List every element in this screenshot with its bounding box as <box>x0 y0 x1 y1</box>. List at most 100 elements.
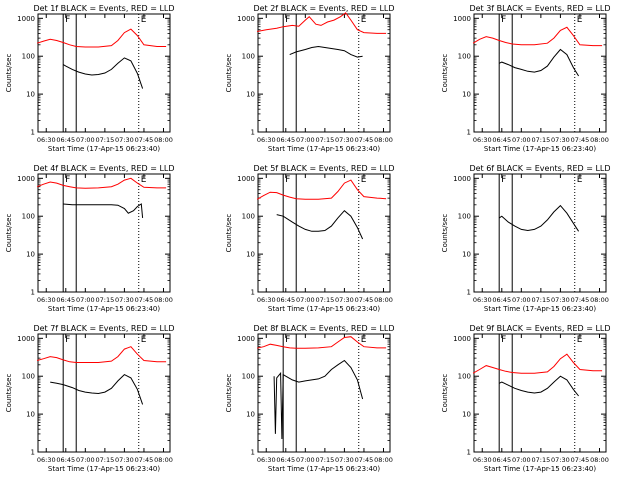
x-tick-label: 07:30 <box>551 296 570 304</box>
x-tick-label: 07:15 <box>316 296 335 304</box>
y-tick-label: 10 <box>462 411 471 419</box>
x-tick-label: 06:30 <box>257 456 276 464</box>
y-axis-label: Counts/sec <box>5 374 13 413</box>
x-tick-label: 07:00 <box>296 456 315 464</box>
x-tick-label: 06:30 <box>473 456 492 464</box>
x-axis-label: Start Time (17-Apr-15 06:23:40) <box>484 145 596 153</box>
y-axis-label: Counts/sec <box>5 214 13 253</box>
lld-series-line <box>36 177 167 189</box>
x-tick-label: 08:00 <box>154 136 173 144</box>
panel-2: Det 2f BLACK = Events, RED = LLD Start Ti… <box>225 4 395 153</box>
lld-series-line <box>472 353 603 374</box>
x-tick-label: 07:15 <box>532 296 551 304</box>
y-tick-label: 1 <box>467 449 471 457</box>
lld-series-line <box>256 336 387 349</box>
y-tick-label: 100 <box>22 213 35 221</box>
y-tick-label: 1000 <box>17 335 35 343</box>
x-tick-label: 06:30 <box>257 136 276 144</box>
y-axis-label: Counts/sec <box>441 214 449 253</box>
y-tick-label: 1000 <box>453 175 471 183</box>
x-tick-label: 07:30 <box>115 456 134 464</box>
x-tick-label: 06:30 <box>37 296 56 304</box>
x-tick-label: 07:15 <box>96 296 115 304</box>
lld-series-line <box>472 26 603 47</box>
panel-9: Det 9f BLACK = Events, RED = LLD Start Ti… <box>441 324 611 473</box>
x-tick-label: 07:00 <box>76 296 95 304</box>
marker-label: F <box>285 175 290 185</box>
x-tick-label: 07:15 <box>96 456 115 464</box>
y-tick-label: 1000 <box>17 175 35 183</box>
x-tick-label: 06:45 <box>492 456 511 464</box>
y-tick-label: 1 <box>467 129 471 137</box>
events-series-line <box>50 373 144 405</box>
y-tick-label: 10 <box>26 251 35 259</box>
panel-7: Det 7f BLACK = Events, RED = LLD Start Ti… <box>5 324 175 473</box>
marker-label: E <box>361 175 367 185</box>
marker-label: E <box>577 175 583 185</box>
marker-label: E <box>577 335 583 345</box>
lld-series-line <box>257 12 387 34</box>
x-tick-label: 07:00 <box>296 136 315 144</box>
plot-frame <box>37 333 171 453</box>
y-tick-label: 1 <box>31 129 35 137</box>
panel-title: Det 5f BLACK = Events, RED = LLD <box>253 164 394 173</box>
y-tick-label: 100 <box>242 53 255 61</box>
x-tick-label: 07:30 <box>115 296 134 304</box>
plot-frame <box>257 333 391 453</box>
panel-5: Det 5f BLACK = Events, RED = LLD Start Ti… <box>225 164 395 313</box>
x-tick-label: 06:45 <box>56 136 75 144</box>
x-tick-label: 06:45 <box>56 296 75 304</box>
y-axis-label: Counts/sec <box>441 54 449 93</box>
x-tick-label: 07:30 <box>335 136 354 144</box>
y-axis-label: Counts/sec <box>225 374 233 413</box>
events-series-line <box>498 204 580 232</box>
x-tick-label: 06:45 <box>276 456 295 464</box>
y-tick-label: 100 <box>22 373 35 381</box>
marker-label: F <box>65 335 70 345</box>
x-tick-label: 07:15 <box>96 136 115 144</box>
panel-1: Det 1f BLACK = Events, RED = LLD Start Ti… <box>5 4 175 153</box>
x-tick-label: 07:00 <box>76 456 95 464</box>
events-series-line <box>273 359 364 440</box>
x-tick-label: 07:00 <box>296 296 315 304</box>
x-axis-label: Start Time (17-Apr-15 06:23:40) <box>48 465 160 473</box>
y-tick-label: 100 <box>242 213 255 221</box>
marker-label: F <box>285 15 290 25</box>
x-tick-label: 07:15 <box>532 136 551 144</box>
panel-title: Det 8f BLACK = Events, RED = LLD <box>253 324 394 333</box>
y-tick-label: 10 <box>246 91 255 99</box>
y-tick-label: 1000 <box>453 335 471 343</box>
x-tick-label: 06:30 <box>37 456 56 464</box>
x-tick-label: 07:30 <box>335 296 354 304</box>
y-tick-label: 10 <box>26 91 35 99</box>
x-tick-label: 06:30 <box>37 136 56 144</box>
x-tick-label: 06:45 <box>56 456 75 464</box>
x-axis-label: Start Time (17-Apr-15 06:23:40) <box>268 465 380 473</box>
y-tick-label: 10 <box>246 251 255 259</box>
x-tick-label: 08:00 <box>374 136 393 144</box>
x-axis-label: Start Time (17-Apr-15 06:23:40) <box>48 305 160 313</box>
x-tick-label: 07:45 <box>135 296 154 304</box>
y-tick-label: 1000 <box>237 175 255 183</box>
panel-title: Det 4f BLACK = Events, RED = LLD <box>33 164 174 173</box>
x-tick-label: 06:45 <box>276 136 295 144</box>
y-tick-label: 1 <box>251 289 255 297</box>
marker-label: E <box>361 15 367 25</box>
y-tick-label: 1 <box>251 449 255 457</box>
y-tick-label: 10 <box>462 251 471 259</box>
x-tick-label: 07:45 <box>571 136 590 144</box>
x-tick-label: 07:45 <box>135 136 154 144</box>
events-series-line <box>62 57 144 89</box>
y-tick-label: 100 <box>242 373 255 381</box>
events-series-line <box>289 45 363 58</box>
x-tick-label: 07:00 <box>512 296 531 304</box>
y-tick-label: 1000 <box>17 15 35 23</box>
lld-series-line <box>256 179 387 200</box>
marker-label: F <box>501 15 506 25</box>
y-tick-label: 1 <box>31 449 35 457</box>
x-tick-label: 08:00 <box>154 456 173 464</box>
panel-title: Det 7f BLACK = Events, RED = LLD <box>33 324 174 333</box>
x-axis-label: Start Time (17-Apr-15 06:23:40) <box>268 145 380 153</box>
x-tick-label: 07:45 <box>355 136 374 144</box>
